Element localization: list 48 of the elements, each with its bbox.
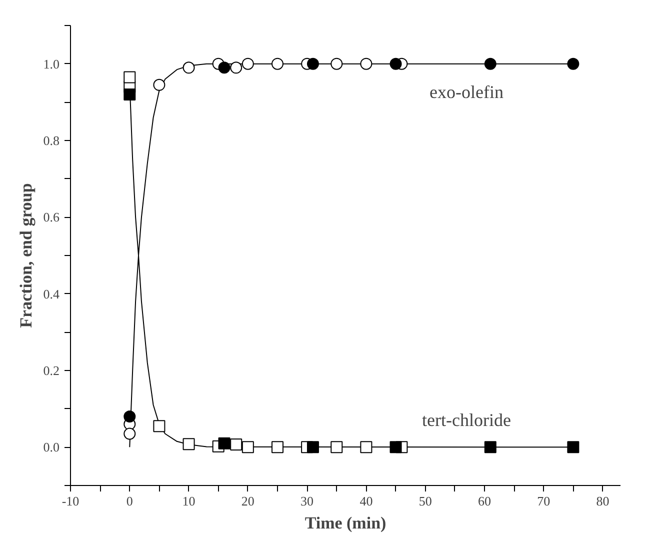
point — [306, 441, 319, 454]
point — [567, 441, 580, 454]
point — [567, 58, 580, 70]
point — [218, 437, 230, 450]
annotation: tert-chloride — [422, 410, 511, 430]
x-tick-label: -10 — [62, 494, 80, 508]
x-axis-title: Time (min) — [304, 514, 386, 532]
x-tick-label: 10 — [182, 494, 196, 508]
point — [153, 78, 166, 91]
x-tick-label: 70 — [537, 494, 550, 508]
point — [242, 441, 254, 454]
point — [230, 438, 242, 450]
point — [242, 58, 254, 70]
point — [390, 58, 402, 70]
y-tick-label: 0.2 — [43, 363, 60, 378]
point — [484, 58, 496, 70]
point — [124, 428, 136, 440]
y-tick-label: 0.0 — [43, 440, 60, 455]
x-tick-label: 60 — [478, 494, 491, 508]
x-tick-label: 80 — [596, 494, 610, 508]
y-tick-label: 0.6 — [43, 210, 60, 225]
point — [182, 62, 195, 74]
point — [153, 420, 166, 432]
point — [360, 58, 372, 70]
point — [124, 71, 136, 84]
x-tick-label: 0 — [126, 494, 133, 508]
point — [124, 88, 136, 100]
y-axis-title: Fraction, end group — [16, 183, 36, 328]
x-tick-label: 50 — [418, 494, 432, 508]
point — [271, 441, 284, 454]
y-tick-label: 0.8 — [43, 133, 60, 148]
point — [390, 441, 402, 454]
point — [330, 441, 343, 454]
y-tick-label: 1.0 — [43, 56, 60, 72]
point — [306, 58, 319, 70]
point — [124, 410, 136, 422]
point — [271, 58, 284, 70]
y-tick-label: 0.4 — [43, 286, 60, 302]
point — [360, 441, 372, 454]
point — [182, 438, 195, 450]
annotation: exo-olefin — [430, 82, 504, 102]
x-tick-label: 20 — [241, 494, 254, 508]
x-tick-label: 40 — [360, 494, 373, 508]
point — [218, 62, 230, 74]
point — [330, 58, 343, 70]
point — [484, 441, 496, 454]
x-tick-label: 30 — [300, 494, 314, 508]
point — [230, 62, 242, 74]
